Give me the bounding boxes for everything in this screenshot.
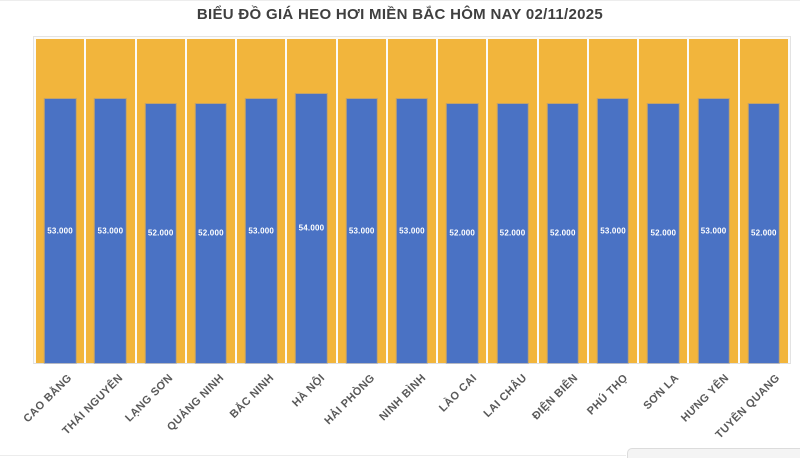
value-label: 53.000	[248, 226, 275, 236]
x-axis-label: CAO BẰNG	[21, 372, 75, 426]
value-label: 52.000	[549, 228, 576, 238]
x-axis-label: PHÚ THỌ	[585, 372, 631, 418]
category-column-bg: 53.000	[237, 39, 286, 363]
chart-plot-area[interactable]: 53.000 53.000 52.000 52.000 53.000 54.000 53.0…	[33, 36, 791, 364]
value-label: 53.000	[600, 226, 626, 236]
value-bar[interactable]: 53.000	[95, 98, 126, 363]
category-column-bg: 52.000	[488, 39, 537, 363]
value-label: 53.000	[348, 226, 375, 236]
x-axis-label: SƠN LA	[640, 372, 682, 413]
value-bar[interactable]: 53.000	[698, 98, 729, 363]
x-axis-label: HẢI PHÒNG	[322, 372, 378, 428]
x-axis-label: QUẢNG NINH	[164, 372, 227, 434]
value-bar[interactable]: 52.000	[195, 103, 227, 363]
category-column-bg: 53.000	[86, 39, 135, 363]
x-axis-label: HÀ NỘI	[289, 372, 328, 410]
value-bar[interactable]: 53.000	[396, 98, 428, 363]
value-label: 54.000	[298, 223, 325, 233]
top-gridline	[0, 0, 800, 1]
value-label: 53.000	[399, 226, 425, 236]
value-label: 52.000	[499, 228, 526, 238]
category-column-bg: 53.000	[689, 39, 738, 363]
category-column-bg: 53.000	[36, 39, 85, 363]
value-bar[interactable]: 52.000	[547, 103, 578, 363]
value-bar[interactable]: 52.000	[648, 103, 679, 363]
value-bar[interactable]: 54.000	[296, 93, 327, 363]
category-column-bg: 53.000	[588, 39, 638, 363]
category-column-bg: 53.000	[337, 39, 386, 363]
value-label: 53.000	[97, 226, 124, 236]
value-bar[interactable]: 53.000	[346, 98, 377, 363]
category-column-bg: 52.000	[136, 39, 185, 363]
bottom-gridline	[0, 455, 626, 456]
category-column-bg: 54.000	[287, 39, 336, 363]
value-bar[interactable]: 52.000	[447, 103, 478, 363]
value-label: 52.000	[449, 228, 476, 238]
category-column-bg: 52.000	[739, 39, 788, 363]
value-bar[interactable]: 52.000	[497, 103, 528, 363]
value-label: 52.000	[147, 228, 174, 238]
x-axis-label: TUYÊN QUANG	[713, 372, 783, 442]
value-bar[interactable]: 53.000	[44, 98, 76, 363]
category-column-bg: 52.000	[538, 39, 587, 363]
category-column-bg: 52.000	[186, 39, 236, 363]
value-bar[interactable]: 52.000	[145, 103, 176, 363]
value-label: 53.000	[47, 226, 73, 236]
horizontal-scrollbar[interactable]	[627, 448, 800, 458]
x-axis-label: HƯNG YÊN	[679, 372, 732, 425]
value-label: 52.000	[751, 228, 777, 238]
x-axis-label: LÀO CAI	[436, 372, 480, 415]
x-axis-label: BẮC NINH	[228, 372, 277, 421]
x-axis-label: NINH BÌNH	[377, 372, 429, 424]
chart-title: BIỂU ĐỒ GIÁ HEO HƠI MIỀN BẮC HÔM NAY 02/…	[196, 6, 604, 23]
x-axis-label: THÁI NGUYÊN	[60, 372, 126, 438]
category-column-bg: 52.000	[639, 39, 688, 363]
x-axis-label: ĐIỆN BIÊN	[529, 372, 581, 423]
value-bar[interactable]: 52.000	[748, 103, 780, 363]
value-label: 52.000	[650, 228, 677, 238]
category-column-bg: 52.000	[438, 39, 487, 363]
x-axis-label: LẠNG SƠN	[123, 372, 176, 425]
category-column-bg: 53.000	[387, 39, 437, 363]
value-label: 52.000	[198, 228, 224, 238]
x-axis-label: LAI CHÂU	[481, 372, 530, 420]
value-bar[interactable]: 53.000	[597, 98, 629, 363]
value-bar[interactable]: 53.000	[245, 98, 277, 363]
value-label: 53.000	[700, 226, 727, 236]
